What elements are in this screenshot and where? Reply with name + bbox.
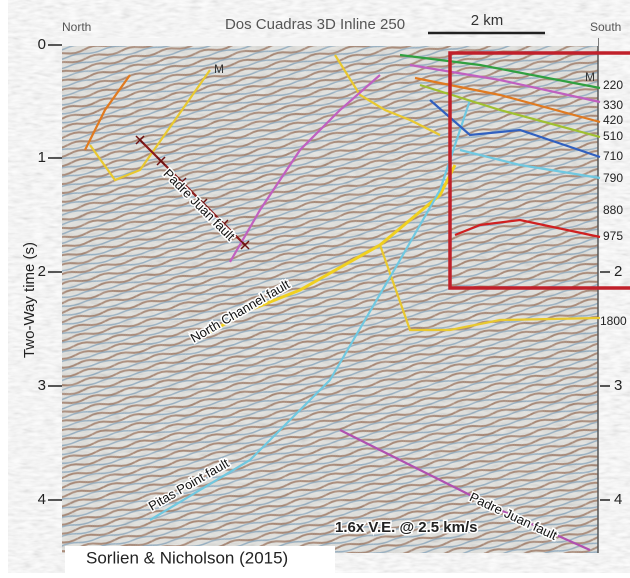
depth-label: 220 <box>603 78 623 92</box>
scale-label: 2 km <box>471 12 504 29</box>
horizon-label: M <box>214 62 224 76</box>
tick-label: 4 <box>38 491 46 508</box>
depth-label: 420 <box>603 113 623 127</box>
tick-label: 4 <box>614 491 622 508</box>
north-label: North <box>62 20 91 34</box>
depth-label: 330 <box>603 98 623 112</box>
axis-label: Two-Way time (s) <box>21 242 38 358</box>
tick-label: 2 <box>38 263 46 280</box>
depth-label: 1800 <box>600 314 627 328</box>
credit: Sorlien & Nicholson (2015) <box>86 548 288 567</box>
horizon-label: M <box>585 70 595 84</box>
south-label: South <box>590 20 621 34</box>
highlight-box <box>448 51 630 290</box>
tick-label: 0 <box>38 36 46 53</box>
tick-label: 2 <box>614 263 622 280</box>
depth-label: 880 <box>603 203 623 217</box>
title: Dos Cuadras 3D Inline 250 <box>225 16 405 33</box>
depth-label: 975 <box>603 229 623 243</box>
depth-label: 790 <box>603 171 623 185</box>
fault-markers <box>135 135 250 250</box>
seismic-noise <box>62 38 598 553</box>
credit-box <box>65 546 335 573</box>
tick-label: 3 <box>614 377 622 394</box>
ticks <box>48 44 610 501</box>
depth-label: 510 <box>603 129 623 143</box>
depth-label: 710 <box>603 149 623 163</box>
tick-label: 1 <box>38 149 46 166</box>
tick-label: 3 <box>38 377 46 394</box>
trace-header <box>62 38 598 46</box>
ve-note: 1.6x V.E. @ 2.5 km/s <box>335 519 478 536</box>
